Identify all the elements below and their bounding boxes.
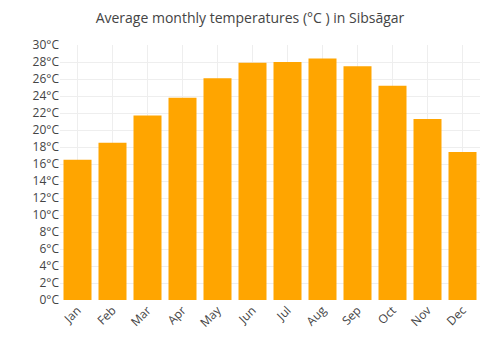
svg-text:28°C: 28°C xyxy=(33,53,60,70)
svg-text:May: May xyxy=(196,301,225,330)
svg-text:Oct: Oct xyxy=(374,302,400,328)
svg-text:6°C: 6°C xyxy=(39,240,59,257)
svg-text:Sep: Sep xyxy=(338,302,365,329)
svg-text:24°C: 24°C xyxy=(33,87,60,104)
svg-text:Jun: Jun xyxy=(234,302,259,327)
svg-text:18°C: 18°C xyxy=(33,138,60,155)
svg-text:10°C: 10°C xyxy=(33,206,60,223)
svg-text:Jul: Jul xyxy=(272,302,294,324)
svg-text:30°C: 30°C xyxy=(33,36,60,53)
svg-text:8°C: 8°C xyxy=(39,223,59,240)
svg-text:22°C: 22°C xyxy=(33,104,60,121)
svg-text:Jan: Jan xyxy=(60,302,85,327)
svg-text:0°C: 0°C xyxy=(39,291,59,308)
svg-text:Dec: Dec xyxy=(443,302,470,329)
svg-text:4°C: 4°C xyxy=(39,257,59,274)
svg-text:Aug: Aug xyxy=(302,302,330,330)
svg-text:12°C: 12°C xyxy=(33,189,60,206)
svg-text:Apr: Apr xyxy=(164,302,190,328)
svg-text:Average monthly temperatures (: Average monthly temperatures (°C ) in Si… xyxy=(96,8,405,27)
svg-text:Mar: Mar xyxy=(127,302,155,330)
svg-text:16°C: 16°C xyxy=(33,155,60,172)
svg-text:26°C: 26°C xyxy=(33,70,60,87)
svg-text:2°C: 2°C xyxy=(39,274,59,291)
svg-text:Nov: Nov xyxy=(407,302,435,330)
svg-text:20°C: 20°C xyxy=(33,121,60,138)
svg-text:Feb: Feb xyxy=(93,302,119,328)
svg-text:14°C: 14°C xyxy=(33,172,60,189)
